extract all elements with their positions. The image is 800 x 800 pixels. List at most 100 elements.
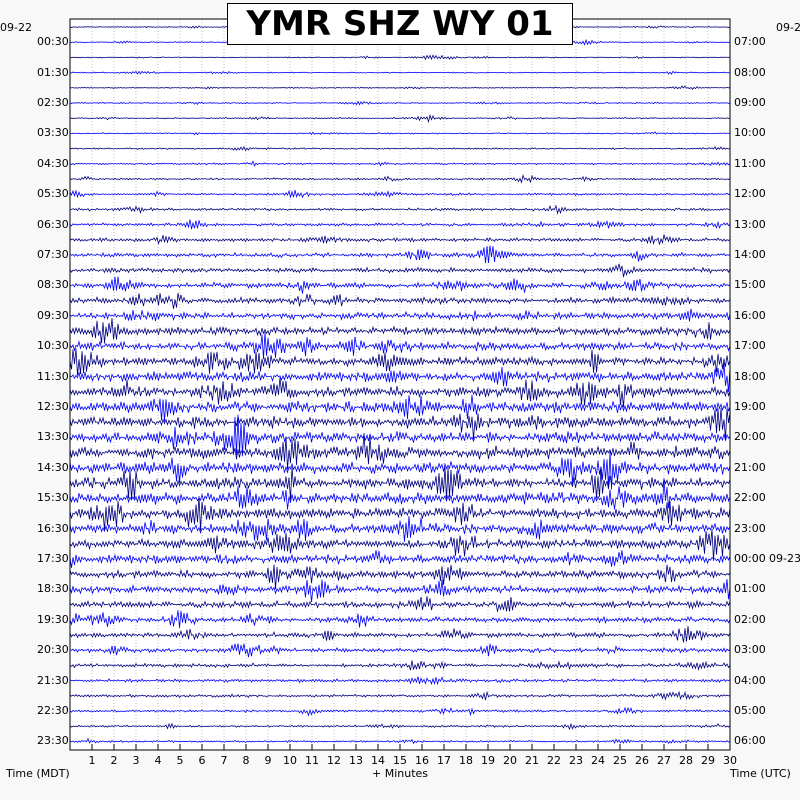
x-axis-label: + Minutes	[372, 767, 429, 780]
right-hour-label: 23:00	[734, 521, 766, 535]
trace-line	[69, 414, 731, 457]
x-tick-label: 13	[349, 754, 363, 767]
trace-line	[69, 579, 731, 603]
right-hour-label: 12:00	[734, 187, 766, 201]
trace-line	[69, 54, 731, 61]
traces	[69, 25, 731, 745]
left-hour-label: 04:30	[37, 156, 69, 170]
right-hour-label: 07:00	[734, 35, 766, 49]
x-tick-label: 18	[459, 754, 473, 767]
x-tick-label: 28	[679, 754, 693, 767]
right-hour-label: 01:00	[734, 582, 766, 596]
left-axis-label: Time (MDT)	[6, 767, 70, 780]
x-tick-label: 30	[723, 754, 737, 767]
left-hour-label: 22:30	[37, 704, 69, 717]
left-hour-label: 14:30	[37, 460, 69, 474]
trace-line	[69, 308, 731, 322]
right-hour-label: 16:00	[734, 308, 766, 322]
trace-line	[69, 332, 731, 360]
right-hour-label: 10:00	[734, 126, 766, 140]
right-hour-label: 03:00	[734, 643, 766, 657]
trace-line	[69, 432, 731, 470]
x-tick-label: 24	[591, 754, 605, 767]
trace-line	[69, 690, 731, 701]
right-hour-label: 20:00	[734, 430, 766, 444]
x-tick-label: 3	[132, 754, 140, 767]
right-hour-label: 06:00	[734, 734, 766, 748]
trace-line	[69, 660, 731, 671]
trace-line	[69, 466, 731, 500]
trace-line	[69, 496, 731, 532]
left-hour-label: 20:30	[37, 643, 69, 657]
x-tick-label: 22	[547, 754, 561, 767]
trace-line	[69, 377, 731, 408]
trace-line	[70, 276, 731, 294]
left-hour-label: 12:30	[37, 400, 69, 413]
right-hour-label: 04:00	[734, 673, 766, 687]
trace-line	[69, 706, 731, 717]
trace-line	[69, 408, 731, 440]
x-tick-label: 10	[283, 754, 297, 767]
trace-line	[69, 363, 731, 392]
left-hour-label: 07:30	[37, 248, 69, 261]
x-tick-label: 20	[503, 754, 517, 767]
left-hour-label: 11:30	[37, 369, 69, 383]
x-tick-label: 8	[242, 754, 250, 767]
right-hour-label: 00:00	[734, 552, 766, 565]
trace-line	[69, 451, 731, 490]
right-date-rollover-label: 09-23	[769, 552, 800, 565]
left-hour-label: 21:30	[37, 673, 69, 687]
trace-line	[69, 676, 731, 686]
trace-line	[69, 643, 731, 658]
x-tick-label: 29	[701, 754, 715, 767]
left-date-label: 09-22	[0, 21, 32, 34]
x-tick-label: 6	[198, 754, 206, 767]
right-hour-label: 17:00	[734, 339, 766, 353]
trace-line	[69, 515, 731, 542]
left-hour-label: 05:30	[37, 187, 69, 201]
x-tick-label: 16	[415, 754, 429, 767]
trace-line	[69, 528, 731, 561]
trace-line	[69, 113, 731, 124]
right-hour-label: 11:00	[734, 156, 766, 170]
x-tick-label: 11	[305, 754, 319, 767]
right-hour-label: 02:00	[734, 612, 766, 626]
chart-title: YMR SHZ WY 01	[227, 3, 573, 45]
trace-line	[69, 722, 731, 731]
x-tick-label: 4	[154, 754, 162, 767]
x-tick-label: 19	[481, 754, 495, 767]
right-hour-label: 14:00	[734, 248, 766, 261]
grid	[91, 19, 709, 750]
trace-line	[69, 85, 731, 90]
left-hour-label: 23:30	[37, 734, 69, 748]
right-hour-label: 15:00	[734, 278, 766, 292]
x-tick-label: 2	[110, 754, 118, 767]
trace-line	[69, 626, 731, 643]
left-hour-label: 08:30	[37, 278, 69, 292]
left-hour-label: 16:30	[37, 521, 69, 535]
right-hour-label: 09:00	[734, 96, 766, 109]
x-tick-label: 5	[176, 754, 184, 767]
trace-line	[69, 292, 731, 309]
x-tick-label: 1	[88, 754, 96, 767]
left-hour-label: 09:30	[37, 308, 69, 322]
trace-line	[69, 131, 731, 136]
trace-line	[69, 610, 731, 628]
trace-line	[69, 189, 731, 199]
left-hour-label: 02:30	[37, 96, 69, 109]
trace-line	[69, 348, 731, 376]
trace-line	[69, 234, 731, 245]
right-hour-label: 21:00	[734, 460, 766, 474]
x-tick-label: 27	[657, 754, 671, 767]
left-hour-label: 13:30	[37, 430, 69, 444]
left-hour-label: 17:30	[37, 552, 69, 565]
x-tick-label: 25	[613, 754, 627, 767]
trace-line	[69, 479, 731, 510]
left-hour-label: 06:30	[37, 217, 69, 231]
left-hour-label: 19:30	[37, 612, 69, 626]
x-tick-label: 23	[569, 754, 583, 767]
trace-line	[69, 263, 731, 278]
right-hour-label: 13:00	[734, 217, 766, 231]
x-tick-label: 14	[371, 754, 385, 767]
trace-line	[69, 173, 731, 184]
